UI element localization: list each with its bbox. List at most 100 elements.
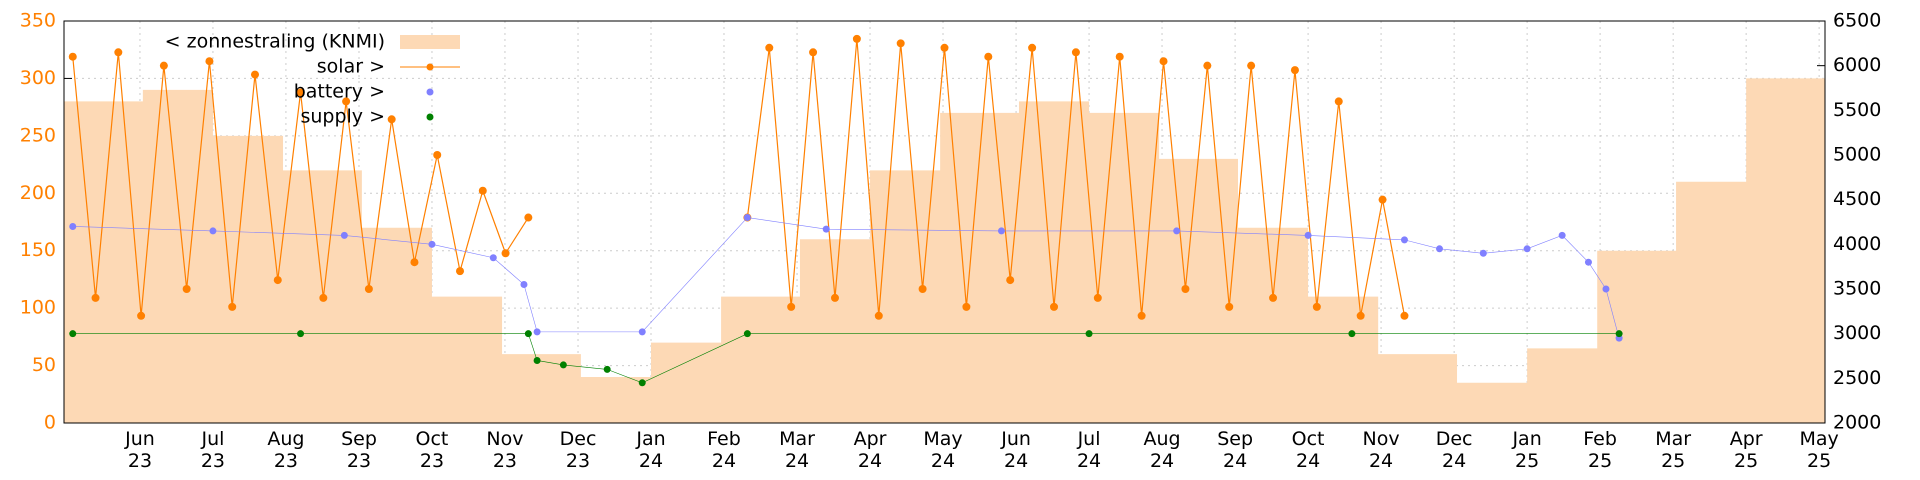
y2-tick-label: 6000 (1833, 54, 1881, 76)
point (638, 328, 646, 336)
x-tick-label: Sep 24 (1217, 428, 1253, 472)
point (1173, 227, 1181, 235)
point (1137, 311, 1146, 320)
point (520, 281, 528, 289)
x-tick-label: May 24 (923, 428, 963, 472)
x-tick-label: Jul 24 (1076, 428, 1102, 472)
point (297, 330, 305, 338)
point (273, 276, 282, 285)
point (743, 330, 751, 338)
point (159, 61, 168, 70)
point (1334, 97, 1343, 106)
y-tick-label: 150 (20, 239, 56, 261)
point (69, 330, 77, 338)
point (209, 227, 217, 235)
legend-swatch (400, 35, 460, 49)
point (501, 249, 510, 258)
area (64, 78, 1825, 423)
point (1225, 302, 1234, 311)
point (524, 330, 532, 338)
point (68, 52, 77, 61)
point (410, 258, 419, 267)
point (1312, 302, 1321, 311)
point (874, 311, 883, 320)
x-tick-label: Apr 24 (853, 428, 887, 472)
point (533, 328, 541, 336)
x-tick-label: Nov 23 (486, 428, 524, 472)
point (1159, 57, 1168, 66)
x-tick-label: Dec 23 (559, 428, 597, 472)
x-tick-label: Aug 23 (267, 428, 305, 472)
point (603, 365, 611, 373)
y-tick-label: 0 (44, 412, 56, 434)
point (940, 43, 949, 52)
x-tick-label: Aug 24 (1143, 428, 1181, 472)
point (822, 225, 830, 233)
point (1247, 61, 1256, 70)
y2-tick-label: 4000 (1833, 233, 1881, 255)
legend-label: < zonnestraling (KNMI) (165, 31, 385, 53)
y-tick-label: 50 (32, 354, 56, 376)
point (433, 151, 442, 159)
point (1269, 293, 1278, 302)
point (428, 240, 436, 248)
y2-tick-label: 4500 (1833, 188, 1881, 210)
point (1584, 258, 1592, 266)
x-tick-label: Feb 24 (707, 428, 741, 472)
point (787, 302, 796, 311)
x-tick-label: Sep 23 (341, 428, 377, 472)
y2-tick-label: 2000 (1833, 412, 1881, 434)
legend-label: supply > (300, 106, 385, 128)
point (1085, 330, 1093, 338)
x-tick-label: Mar 25 (1655, 428, 1692, 472)
point (228, 302, 237, 311)
y2-tick-label: 5000 (1833, 144, 1881, 166)
x-tick-label: Oct 24 (1291, 428, 1325, 472)
point (765, 43, 774, 52)
point (342, 97, 351, 106)
point (1006, 276, 1015, 285)
point (296, 88, 305, 97)
point (137, 311, 146, 320)
y-tick-label: 200 (20, 182, 56, 204)
point (456, 267, 465, 276)
y2-tick-label: 2500 (1833, 367, 1881, 389)
legend-swatch (426, 113, 434, 121)
y-tick-label: 100 (20, 297, 56, 319)
point (1356, 311, 1365, 320)
point (114, 48, 123, 57)
point (319, 293, 328, 302)
point (743, 214, 751, 222)
point (1028, 43, 1037, 52)
point (533, 356, 541, 364)
point (1436, 245, 1444, 253)
point (638, 379, 646, 387)
point (896, 39, 905, 48)
point (205, 57, 214, 66)
point (489, 254, 497, 262)
point (364, 285, 373, 293)
plot-frame (63, 20, 1826, 424)
x-tick-label: Mar 24 (779, 428, 815, 472)
point (1400, 236, 1408, 244)
point (387, 115, 396, 124)
x-tick-label: Jun 24 (1001, 428, 1031, 472)
x-tick-label: Jul 23 (200, 428, 226, 472)
point (250, 70, 259, 79)
x-tick-label: Oct 23 (415, 428, 449, 472)
x-tick-label: Feb 25 (1583, 428, 1617, 472)
point (1348, 330, 1356, 338)
point (984, 52, 993, 61)
point (69, 222, 77, 230)
y-tick-label: 300 (20, 67, 56, 89)
point (1093, 293, 1102, 302)
y-tick-label: 350 (20, 10, 56, 32)
point (997, 227, 1005, 235)
point (809, 48, 818, 57)
x-tick-label: Jan 25 (1512, 428, 1542, 472)
x-tick-label: Jan 24 (636, 428, 666, 472)
legend-label: solar > (317, 56, 385, 78)
point (1378, 195, 1387, 204)
